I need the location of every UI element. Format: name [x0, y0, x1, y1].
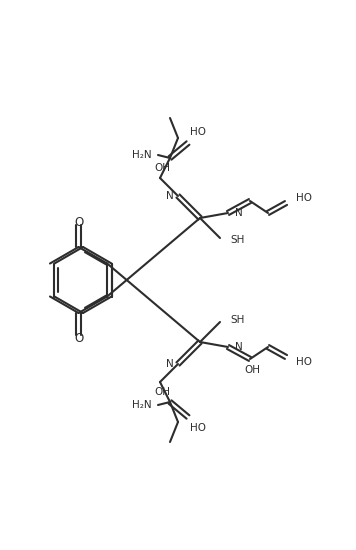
Text: HO: HO	[190, 423, 206, 433]
Text: SH: SH	[230, 315, 244, 325]
Text: O: O	[74, 332, 83, 344]
Text: HO: HO	[296, 357, 312, 367]
Text: H₂N: H₂N	[132, 400, 152, 410]
Text: OH: OH	[244, 365, 260, 375]
Text: HO: HO	[296, 193, 312, 203]
Text: SH: SH	[230, 235, 244, 245]
Text: OH: OH	[154, 387, 170, 397]
Text: N: N	[235, 342, 243, 352]
Text: OH: OH	[154, 163, 170, 173]
Text: H₂N: H₂N	[132, 150, 152, 160]
Text: HO: HO	[190, 127, 206, 137]
Text: N: N	[166, 191, 174, 201]
Text: O: O	[74, 216, 83, 228]
Text: N: N	[166, 359, 174, 369]
Text: N: N	[235, 208, 243, 218]
